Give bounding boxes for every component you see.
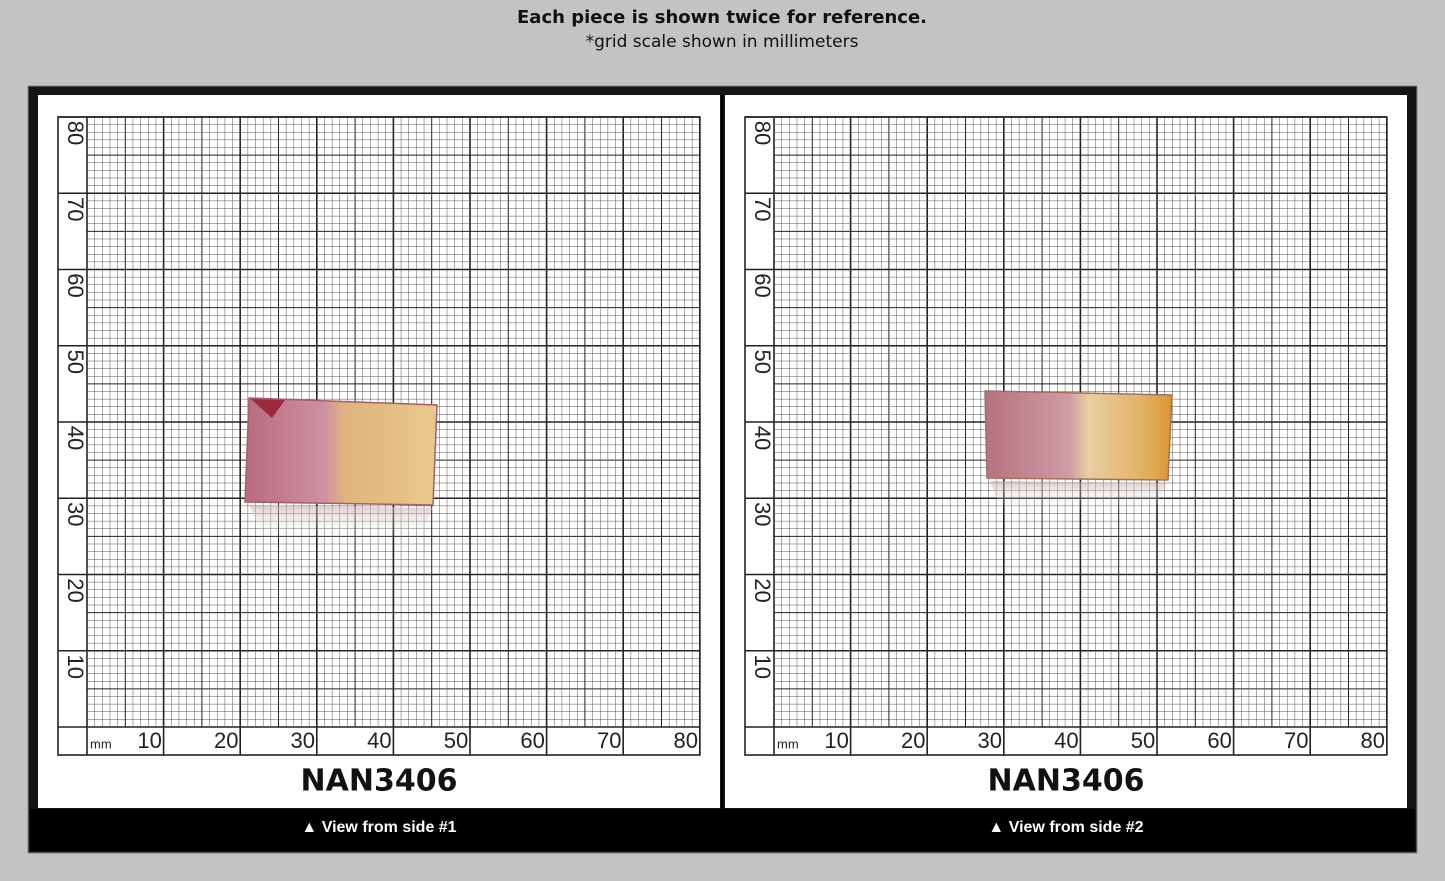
title: Each piece is shown twice for reference. <box>517 7 927 28</box>
grid: mm 10 20 30 40 50 60 70 80 10 20 30 40 50 60 70 80 <box>57 116 701 756</box>
x-scale-label: 50 <box>1131 728 1155 753</box>
y-scale-label: 50 <box>63 350 88 374</box>
y-scale-label: 20 <box>750 578 775 602</box>
x-scale-label: 70 <box>1284 728 1308 753</box>
x-scale-label: 30 <box>291 728 315 753</box>
y-scale-label: 20 <box>63 578 88 602</box>
shadow <box>250 505 432 540</box>
caption-bar <box>30 809 1415 851</box>
x-scale-label: 70 <box>597 728 621 753</box>
unit-label: mm <box>90 736 112 751</box>
x-scale-label: 50 <box>444 728 468 753</box>
x-scale-label: 30 <box>978 728 1002 753</box>
unit-label: mm <box>777 736 799 751</box>
y-scale-label: 40 <box>63 426 88 450</box>
y-scale-label: 80 <box>63 121 88 145</box>
x-scale-label: 60 <box>1207 728 1231 753</box>
caption: ▲ View from side #1 <box>301 819 456 836</box>
x-scale-label: 80 <box>674 728 698 753</box>
grid-border <box>57 116 701 756</box>
y-scale-label: 80 <box>750 121 775 145</box>
y-scale-label: 30 <box>63 502 88 526</box>
y-scale-label: 40 <box>750 426 775 450</box>
subtitle: *grid scale shown in millimeters <box>586 32 859 52</box>
stone <box>984 390 1173 481</box>
caption: ▲ View from side #2 <box>988 819 1143 836</box>
shadow <box>990 481 1166 510</box>
x-scale-label: 10 <box>824 728 848 753</box>
y-scale-label: 30 <box>750 502 775 526</box>
x-scale-label: 80 <box>1361 728 1385 753</box>
x-scale-label: 40 <box>1054 728 1078 753</box>
y-scale-label: 60 <box>63 273 88 297</box>
piece-label: NAN3406 <box>988 764 1145 799</box>
stone <box>244 397 438 506</box>
y-scale-label: 50 <box>750 350 775 374</box>
y-scale-label: 60 <box>750 273 775 297</box>
grid-border <box>744 116 1388 756</box>
y-scale-label: 70 <box>750 197 775 221</box>
y-scale-label: 70 <box>63 197 88 221</box>
x-scale-label: 20 <box>214 728 238 753</box>
x-scale-label: 10 <box>137 728 161 753</box>
stone-inclusion <box>251 399 285 418</box>
y-scale-label: 10 <box>63 655 88 679</box>
x-scale-label: 20 <box>901 728 925 753</box>
x-scale-label: 40 <box>367 728 391 753</box>
x-scale-label: 60 <box>520 728 544 753</box>
y-scale-label: 10 <box>750 655 775 679</box>
piece-label: NAN3406 <box>301 764 458 799</box>
